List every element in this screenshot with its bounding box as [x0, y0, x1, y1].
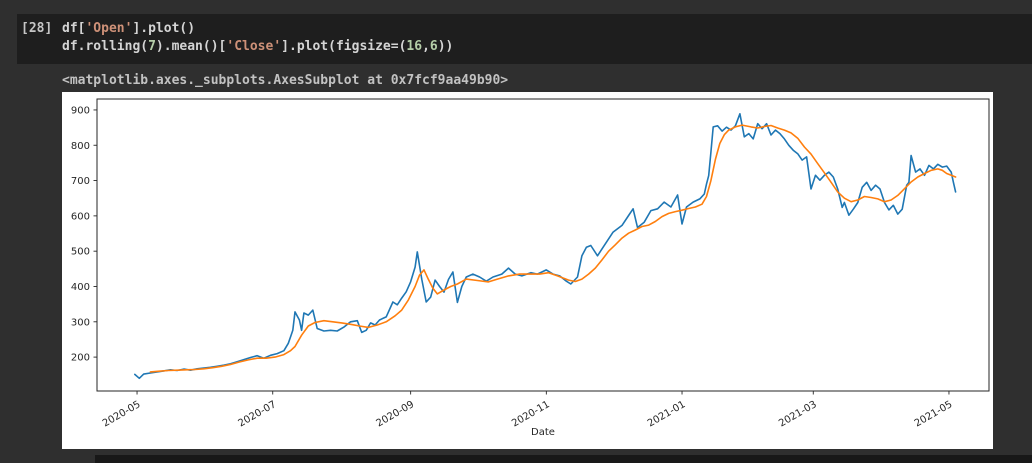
plot-background [62, 92, 993, 449]
code-token-plain: ].plot(figsize=( [281, 39, 407, 54]
y-tick-label: 200 [71, 353, 90, 364]
figure-output: 200 300 400 500 600 700 800 900 2020-05 2020-07 20… [62, 92, 993, 449]
code-token-plain: ).mean()[ [155, 39, 227, 54]
code-token-string: 'Close' [226, 39, 282, 54]
code-token-number: 7 [148, 39, 156, 54]
execution-count[interactable]: [28] [21, 21, 53, 36]
code-cell[interactable]: [28] df['Open'].plot() df.rolling(7).mean… [17, 14, 1032, 64]
code-token-plain: df.rolling( [62, 39, 149, 54]
code-token-plain: )) [437, 39, 454, 54]
code-line[interactable]: df['Open'].plot() [62, 20, 453, 38]
next-cell-band [95, 455, 1032, 463]
y-tick-label: 700 [71, 176, 90, 187]
output-repr: <matplotlib.axes._subplots.AxesSubplot a… [62, 73, 509, 88]
code-editor[interactable]: df['Open'].plot() df.rolling(7).mean()['C… [62, 20, 453, 56]
y-tick-label: 300 [71, 317, 90, 328]
x-axis-label: Date [531, 427, 555, 438]
axes-frame [96, 98, 990, 392]
code-token-string: 'Open' [85, 21, 133, 36]
y-tick-label: 800 [71, 141, 90, 152]
code-token-plain: ].plot() [132, 21, 196, 36]
y-tick-label: 900 [71, 105, 90, 116]
code-token-number: 6 [429, 39, 438, 54]
open-series-line [134, 112, 957, 380]
code-token-plain: df[ [62, 21, 86, 36]
code-token-plain: , [422, 39, 430, 54]
y-tick-label: 500 [71, 247, 90, 258]
y-tick-label: 400 [71, 282, 90, 293]
code-line[interactable]: df.rolling(7).mean()['Close'].plot(figsi… [62, 38, 453, 56]
code-token-number: 16 [406, 39, 423, 54]
y-tick-label: 600 [71, 211, 90, 222]
rolling-close-series-line [149, 124, 957, 373]
